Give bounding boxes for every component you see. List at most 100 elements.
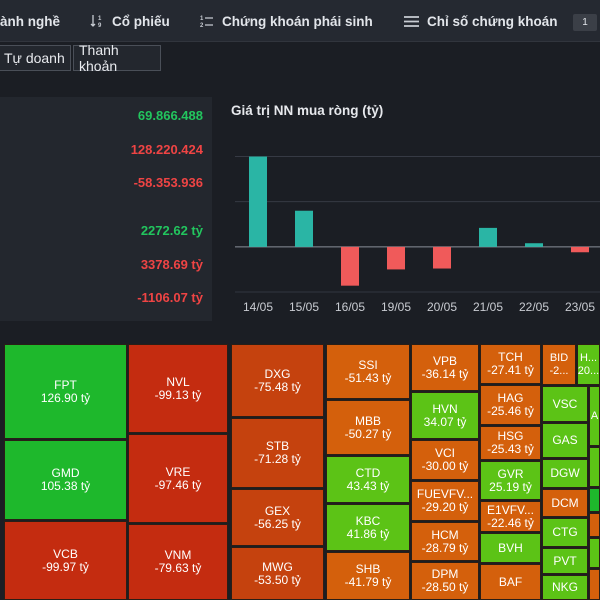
treemap-tile[interactable]: FPT 126.90 tỷ	[4, 344, 127, 439]
tab-tu-doanh[interactable]: Tự doanh	[0, 45, 71, 71]
treemap-tile[interactable]: DGW	[542, 459, 588, 488]
nav-item-chi-so-chung-khoan[interactable]: Chỉ số chứng khoán	[404, 0, 558, 42]
treemap-tile[interactable]: HAG -25.46 tỷ	[480, 385, 541, 425]
treemap-tile-value: -71.28 tỷ	[254, 452, 301, 466]
tab-thanh-khoan[interactable]: Thanh khoản	[73, 42, 161, 74]
treemap-tile-symbol: VRE	[165, 464, 191, 479]
treemap-tile[interactable]: E1VFV... -22.46 tỷ	[480, 501, 541, 532]
svg-text:1: 1	[98, 16, 102, 22]
treemap-tile[interactable]: DPM -28.50 tỷ	[411, 562, 479, 600]
treemap-tile[interactable]: A	[589, 386, 600, 446]
treemap-tile[interactable]: VNM -79.63 tỷ	[128, 524, 228, 600]
treemap-tile-symbol: KBC	[355, 513, 381, 528]
treemap-tile-symbol: FPT	[54, 377, 77, 392]
treemap-tile[interactable]: BVH	[480, 533, 541, 563]
treemap-tile[interactable]: VPB -36.14 tỷ	[411, 344, 479, 391]
treemap-tile[interactable]: VCB -99.97 tỷ	[4, 521, 127, 600]
treemap-tile[interactable]: GMD 105.38 tỷ	[4, 440, 127, 520]
treemap-tile[interactable]: VSC	[542, 386, 588, 422]
page-badge-button[interactable]: 1	[573, 14, 597, 31]
chart-bar[interactable]	[525, 243, 543, 247]
treemap-tile[interactable]: NKG	[542, 575, 588, 600]
nav-item-label: Cổ phiếu	[112, 13, 170, 29]
treemap-tile[interactable]: STB -71.28 tỷ	[231, 418, 324, 488]
chart-bar[interactable]	[571, 246, 589, 253]
treemap-tile[interactable]	[589, 538, 600, 568]
stat-value-3: -58.353.936	[133, 175, 203, 190]
treemap-tile-symbol: MBB	[354, 413, 381, 428]
treemap-tile[interactable]: HVN 34.07 tỷ	[411, 392, 479, 439]
treemap-tile[interactable]: HSG -25.43 tỷ	[480, 426, 541, 460]
chart-canvas: 14/05 15/05 16/05 19/05 20/05 21/05 22/05 23/05	[235, 156, 600, 314]
treemap-tile[interactable]: SSI -51.43 tỷ	[326, 344, 410, 399]
stat-value-5: 3378.69 tỷ	[140, 257, 203, 272]
treemap-tile-value: 126.90 tỷ	[40, 390, 91, 405]
treemap-tile[interactable]: MBB -50.27 tỷ	[326, 400, 410, 455]
chart-bar[interactable]	[341, 246, 359, 286]
treemap-tile[interactable]: DXG -75.48 tỷ	[231, 344, 324, 417]
treemap-tile[interactable]	[589, 488, 600, 512]
treemap-tile-symbol: GEX	[264, 503, 291, 518]
treemap-tile[interactable]: DCM	[542, 489, 588, 517]
treemap-tile-symbol: VSC	[552, 396, 578, 411]
treemap-tile[interactable]: CTG	[542, 518, 588, 547]
treemap-tile[interactable]: PVT	[542, 548, 588, 574]
treemap-tile[interactable]: HCM -28.79 tỷ	[411, 522, 479, 561]
treemap-tile[interactable]: GAS	[542, 423, 588, 458]
treemap-tile[interactable]: BID -2...	[542, 344, 576, 385]
chart-bar[interactable]	[479, 227, 497, 247]
stats-panel: 69.866.488 128.220.424 -58.353.936 2272.…	[0, 97, 212, 321]
stat-value-1: 69.866.488	[137, 108, 203, 123]
treemap-tile-symbol: VCB	[53, 546, 78, 561]
chart-bar[interactable]	[295, 210, 313, 247]
treemap-tile[interactable]: BAF	[480, 564, 541, 600]
treemap-tile-symbol: GMD	[51, 466, 80, 480]
chart-bar[interactable]	[387, 246, 405, 270]
nav-item-nganh-nghe[interactable]: ành nghề	[0, 0, 60, 42]
treemap-tile[interactable]: GEX -56.25 tỷ	[231, 489, 324, 546]
chart-x-tick-label: 15/05	[289, 300, 319, 314]
treemap-tile[interactable]: NVL -99.13 tỷ	[128, 344, 228, 433]
treemap-tile-symbol: CTG	[552, 525, 578, 539]
treemap-tile[interactable]: FUEVFV... -29.20 tỷ	[411, 481, 479, 521]
chart-x-tick-label: 21/05	[473, 300, 503, 314]
treemap-tile[interactable]: H... 20...	[577, 344, 600, 385]
treemap-tile[interactable]: KBC 41.86 tỷ	[326, 504, 410, 551]
treemap-tile[interactable]: CTD 43.43 tỷ	[326, 456, 410, 503]
treemap-tile-value: -27.41 tỷ	[487, 363, 534, 377]
treemap-tile-value: -75.48 tỷ	[254, 379, 301, 394]
treemap-tile[interactable]: MWG -53.50 tỷ	[231, 547, 324, 600]
treemap-tile[interactable]	[589, 569, 600, 600]
treemap-tile-value: -29.20 tỷ	[421, 500, 469, 514]
treemap-tile[interactable]: VCI -30.00 tỷ	[411, 440, 479, 480]
treemap-tile[interactable]: TCH -27.41 tỷ	[480, 344, 541, 384]
stat-value-4: 2272.62 tỷ	[140, 223, 203, 238]
treemap-tile-value: -22.46 tỷ	[487, 515, 534, 530]
treemap-tile[interactable]: VRE -97.46 tỷ	[128, 434, 228, 523]
treemap-tile-symbol: MWG	[262, 559, 293, 574]
chart-bar[interactable]	[433, 246, 451, 269]
treemap-tile-value: -53.50 tỷ	[254, 572, 301, 587]
treemap-tile-symbol: GAS	[552, 433, 578, 447]
treemap-tile[interactable]: SHB -41.79 tỷ	[326, 552, 410, 600]
nav-item-label: Chỉ số chứng khoán	[427, 13, 558, 29]
treemap-tile-symbol: DXG	[264, 366, 291, 381]
chart-bar[interactable]	[249, 156, 267, 247]
treemap-tile-value: -99.13 tỷ	[154, 387, 202, 402]
treemap-tile-value: 43.43 tỷ	[346, 478, 390, 493]
treemap-tile-symbol: DGW	[550, 466, 580, 480]
chart-x-tick-label: 19/05	[381, 300, 411, 314]
svg-text:2: 2	[200, 23, 204, 28]
treemap-tile[interactable]: GVR 25.19 tỷ	[480, 461, 541, 500]
chart-x-tick-label: 16/05	[335, 300, 365, 314]
treemap-tile[interactable]	[589, 513, 600, 537]
menu-lines-icon	[404, 15, 419, 28]
treemap-tile-symbol: NKG	[551, 580, 578, 594]
treemap-tile[interactable]	[589, 447, 600, 487]
treemap-tile-value: -50.27 tỷ	[344, 426, 392, 441]
treemap-tile-symbol: HCM	[431, 527, 459, 542]
